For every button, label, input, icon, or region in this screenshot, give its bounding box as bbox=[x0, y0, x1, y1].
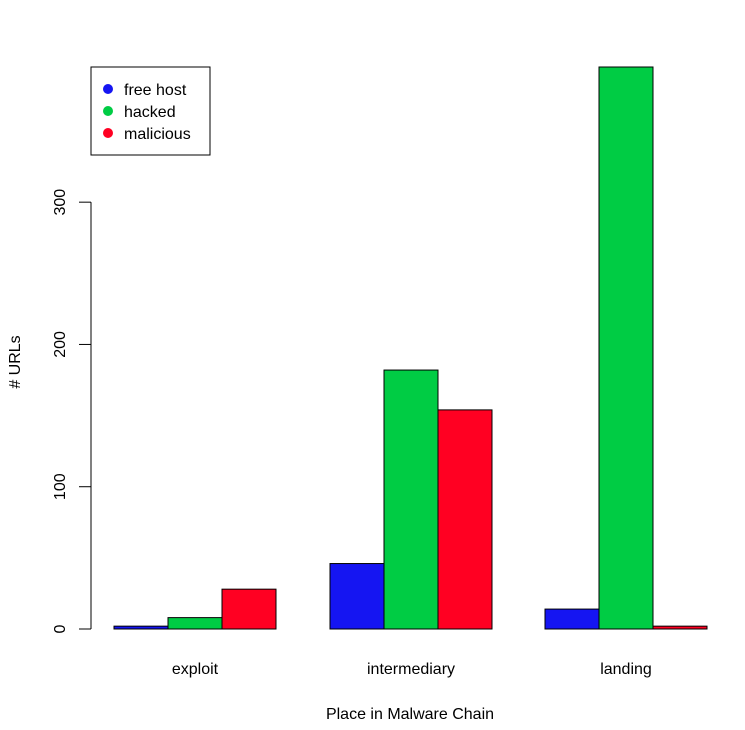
bar-intermediary-hacked bbox=[383, 369, 439, 630]
legend-swatch-hacked bbox=[103, 106, 113, 116]
legend-swatch-malicious bbox=[103, 128, 113, 138]
legend-label-hacked: hacked bbox=[124, 104, 176, 121]
y-tick-label-300: 300 bbox=[52, 189, 69, 216]
y-tick-label-100: 100 bbox=[52, 473, 69, 500]
bar-exploit-malicious bbox=[221, 588, 277, 630]
legend-label-malicious: malicious bbox=[124, 126, 191, 143]
legend-box bbox=[90, 66, 211, 156]
legend-label-free-host: free host bbox=[124, 82, 187, 99]
bar-intermediary-malicious bbox=[437, 409, 493, 630]
y-tick-label-200: 200 bbox=[52, 331, 69, 358]
legend-items: free host hacked malicious bbox=[103, 82, 191, 143]
y-tick-label-0: 0 bbox=[52, 624, 69, 633]
y-axis: 0 100 200 300 bbox=[52, 189, 92, 633]
bar-landing-hacked bbox=[598, 66, 654, 630]
x-category-labels: exploit intermediary landing bbox=[172, 661, 652, 678]
bar-landing-malicious bbox=[652, 625, 708, 630]
x-tick-label-exploit: exploit bbox=[172, 661, 219, 678]
bars-layer bbox=[113, 66, 708, 630]
bar-exploit-hacked bbox=[167, 617, 223, 630]
x-axis-title: Place in Malware Chain bbox=[326, 706, 494, 723]
bar-exploit-free-host bbox=[113, 625, 169, 630]
y-axis-title: # URLs bbox=[7, 335, 24, 388]
legend: free host hacked malicious bbox=[90, 66, 211, 156]
legend-swatch-free-host bbox=[103, 84, 113, 94]
bar-landing-free-host bbox=[544, 608, 600, 630]
x-tick-label-landing: landing bbox=[600, 661, 652, 678]
x-tick-label-intermediary: intermediary bbox=[367, 661, 455, 678]
bar-intermediary-free-host bbox=[329, 563, 385, 630]
